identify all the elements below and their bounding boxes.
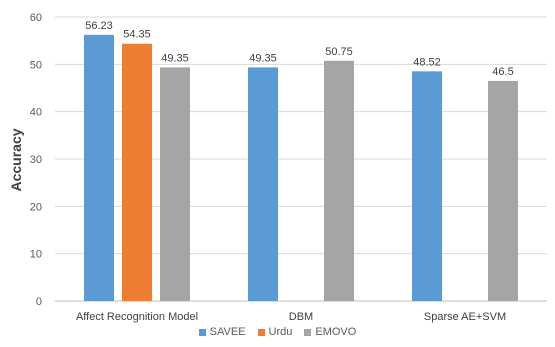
y-axis-title: Accuracy [8,128,24,191]
data-label: 49.35 [161,52,189,64]
x-tick-label: Sparse AE+SVM [424,311,506,323]
y-tick-label: 10 [30,249,42,261]
legend: SAVEE Urdu EMOVO [0,326,555,338]
legend-swatch [198,328,206,336]
legend-item-urdu: Urdu [257,326,293,338]
legend-label: EMOVO [315,326,357,338]
bar-savee [84,34,114,301]
y-tick-label: 0 [36,296,42,308]
y-tick-label: 40 [30,107,42,119]
legend-item-savee: SAVEE [198,326,246,338]
y-axis-ticks: 0 10 20 30 40 50 60 [30,12,42,308]
data-label: 48.52 [413,56,441,68]
data-label: 50.75 [325,46,353,58]
y-tick-label: 30 [30,154,42,166]
legend-swatch [304,328,312,336]
y-tick-label: 60 [30,12,42,24]
bar-emovo [160,67,190,301]
x-tick-label: DBM [289,311,313,323]
legend-item-emovo: EMOVO [304,326,356,338]
data-label: 56.23 [85,20,113,32]
bars [84,34,518,302]
y-tick-label: 20 [30,201,42,213]
bar-urdu [122,43,152,301]
data-label: 54.35 [123,29,151,41]
legend-label: Urdu [268,326,293,338]
y-tick-label: 50 [30,59,42,71]
legend-label: SAVEE [209,326,246,338]
data-labels: 56.23 54.35 49.35 49.35 50.75 48.52 46.5 [85,20,513,78]
bar-savee [248,67,278,301]
bar-emovo [488,80,518,302]
data-label: 49.35 [249,52,277,64]
x-tick-label: Affect Recognition Model [76,311,198,323]
legend-swatch [257,328,265,336]
x-axis-ticks: Affect Recognition Model DBM Sparse AE+SVM [76,311,506,323]
data-label: 46.5 [492,66,513,78]
bar-emovo [324,60,354,302]
bar-savee [412,71,442,301]
